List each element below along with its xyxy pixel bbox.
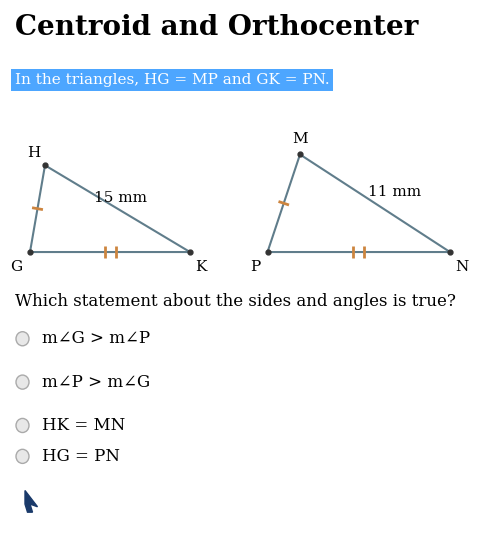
Text: 11 mm: 11 mm: [368, 185, 422, 199]
Text: 15 mm: 15 mm: [94, 191, 146, 205]
Polygon shape: [25, 491, 38, 512]
Text: M: M: [292, 132, 308, 146]
Text: K: K: [195, 260, 206, 274]
Text: H: H: [27, 146, 40, 160]
Text: Which statement about the sides and angles is true?: Which statement about the sides and angl…: [15, 293, 456, 309]
Circle shape: [16, 332, 29, 346]
Text: m∠P > m∠G: m∠P > m∠G: [42, 373, 150, 391]
Text: m∠G > m∠P: m∠G > m∠P: [42, 330, 150, 347]
Text: In the triangles, HG = MP and GK = PN.: In the triangles, HG = MP and GK = PN.: [15, 73, 330, 87]
Text: Centroid and Orthocenter: Centroid and Orthocenter: [15, 14, 418, 41]
Text: N: N: [455, 260, 468, 274]
Circle shape: [16, 449, 29, 463]
Text: HG = PN: HG = PN: [42, 448, 120, 465]
Circle shape: [16, 418, 29, 433]
Text: HK = MN: HK = MN: [42, 417, 126, 434]
Text: G: G: [10, 260, 22, 274]
Circle shape: [16, 375, 29, 389]
Text: P: P: [250, 260, 260, 274]
